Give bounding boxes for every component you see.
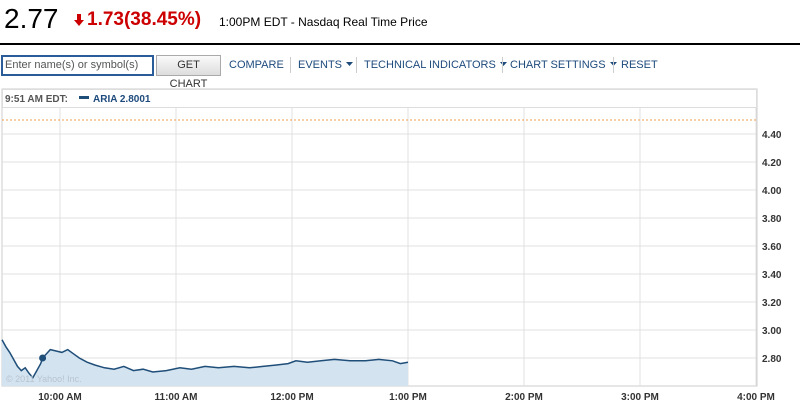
y-tick-label: 3.00	[762, 326, 782, 337]
separator	[613, 57, 614, 73]
hover-marker	[39, 354, 47, 362]
down-arrow	[74, 14, 84, 26]
separator	[290, 57, 291, 73]
link-text: EVENTS	[298, 59, 343, 71]
y-tick-label: 3.40	[762, 270, 782, 281]
link-text: TECHNICAL INDICATORS	[364, 59, 496, 71]
series-name: ARIA	[93, 94, 117, 105]
y-tick-label: 4.00	[762, 186, 782, 197]
x-tick-label: 2:00 PM	[505, 392, 543, 403]
x-tick-label: 11:00 AM	[155, 392, 198, 403]
legend-swatch	[79, 96, 89, 99]
x-tick-label: 12:00 PM	[270, 392, 313, 403]
toolbar: Enter name(s) or symbol(s) GET CHART COM…	[0, 54, 800, 90]
x-tick-label: 4:00 PM	[737, 392, 775, 403]
x-tick-label: 10:00 AM	[38, 392, 82, 403]
hover-value: 2.8001	[120, 94, 151, 105]
watermark: © 2011 Yahoo! Inc.	[6, 374, 82, 384]
y-tick-label: 4.40	[762, 130, 782, 141]
last-price: 2.77	[4, 3, 59, 34]
link-text: COMPARE	[229, 59, 284, 71]
y-tick-label: 2.80	[762, 354, 782, 365]
toolbar-link[interactable]: CHART SETTINGS	[510, 59, 619, 71]
price-line	[1, 339, 409, 379]
time-info: 1:00PM EDT - Nasdaq Real Time Price	[219, 15, 428, 29]
toolbar-link[interactable]: EVENTS	[298, 59, 355, 71]
dropdown-arrow	[499, 62, 507, 66]
legend-bar	[2, 89, 757, 108]
separator	[356, 57, 357, 73]
get-chart-button[interactable]: GET CHART	[156, 55, 221, 90]
dropdown-arrow	[346, 62, 354, 66]
price-change: 1.73(38.45%)	[87, 9, 201, 31]
change-value: 1.73	[87, 9, 124, 30]
y-tick-label: 3.20	[762, 298, 782, 309]
price-area	[2, 339, 408, 386]
x-tick-label: 3:00 PM	[621, 392, 659, 403]
symbol-input[interactable]: Enter name(s) or symbol(s)	[1, 55, 154, 76]
change-percent: (38.45%)	[123, 9, 202, 30]
y-tick-label: 4.20	[762, 158, 782, 169]
hover-time: 9:51 AM EDT:	[5, 94, 68, 105]
y-tick-label: 3.60	[762, 242, 782, 253]
separator	[502, 57, 503, 73]
x-tick-label: 1:00 PM	[389, 392, 427, 403]
link-text: CHART SETTINGS	[510, 59, 606, 71]
plot-frame	[1, 88, 758, 387]
toolbar-link[interactable]: COMPARE	[229, 59, 284, 71]
toolbar-link[interactable]: TECHNICAL INDICATORS	[364, 59, 509, 71]
link-text: RESET	[621, 59, 658, 71]
y-tick-label: 3.80	[762, 214, 782, 225]
toolbar-link[interactable]: RESET	[621, 59, 658, 71]
legend-entry: ARIA 2.8001	[93, 94, 151, 105]
quote-header: 2.77 1.73(38.45%) 1:00PM EDT - Nasdaq Re…	[0, 0, 800, 45]
